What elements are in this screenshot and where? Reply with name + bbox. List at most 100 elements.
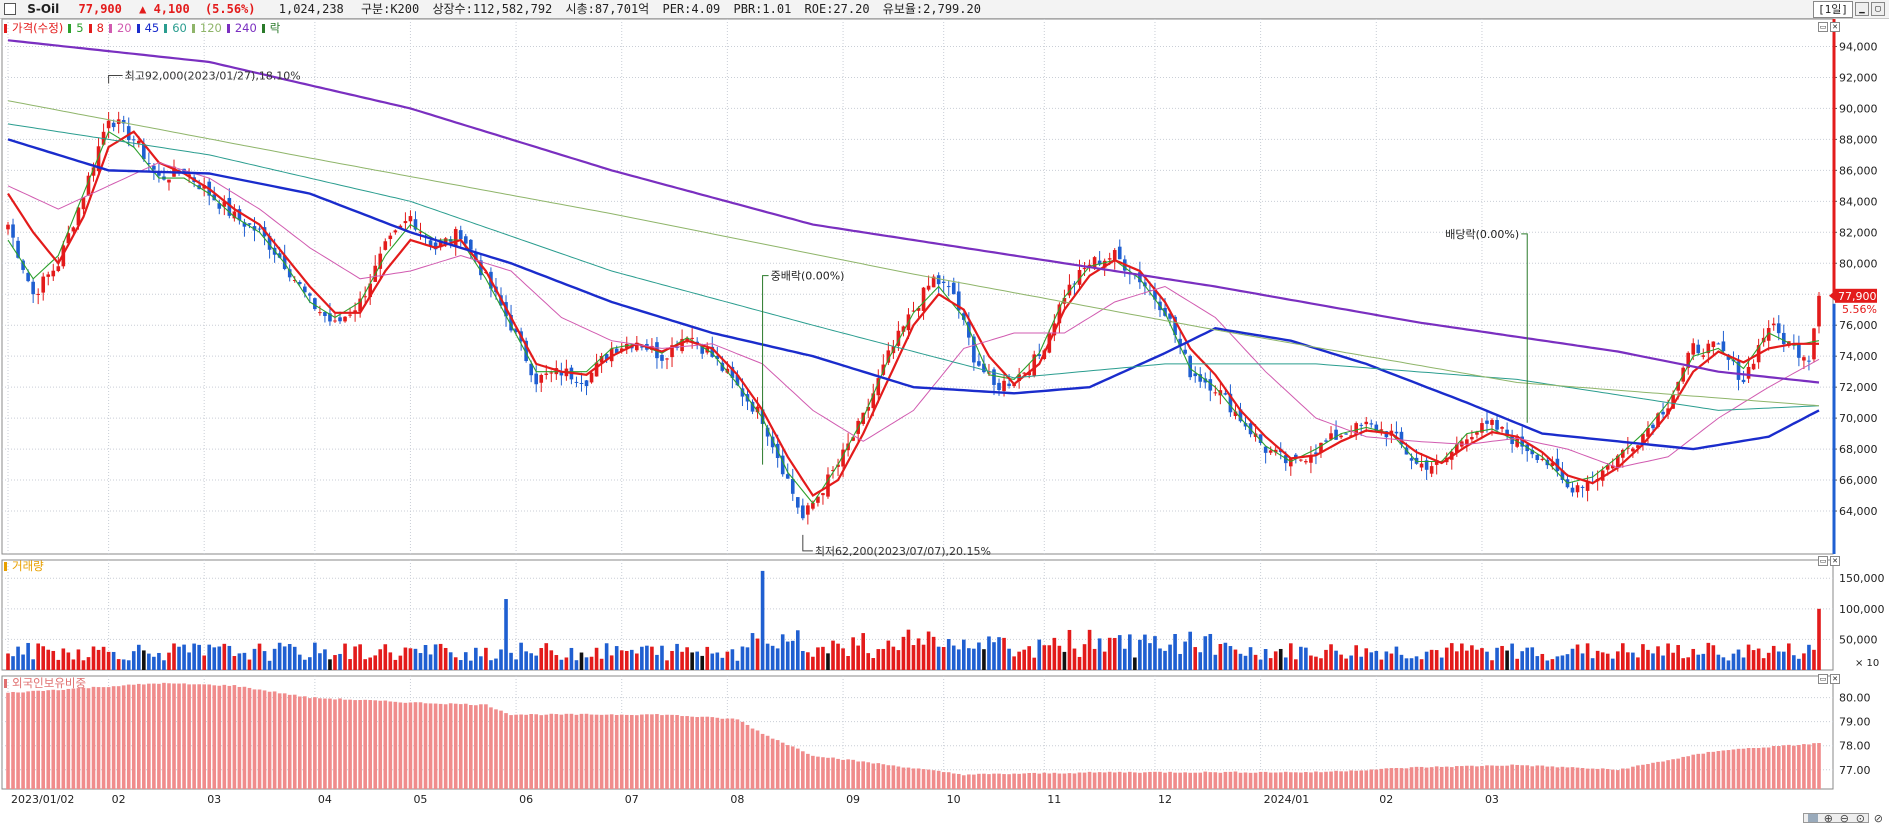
zoom-in-icon[interactable]: ⊕ xyxy=(1823,812,1833,825)
foreign-bar xyxy=(997,773,1001,789)
legend-item[interactable]: 120 xyxy=(199,21,222,35)
candle-body xyxy=(21,260,25,270)
volume-bar xyxy=(1721,657,1726,670)
legend-item[interactable]: 60 xyxy=(172,21,187,35)
panel-close-icon[interactable]: ✕ xyxy=(1830,674,1840,684)
foreign-bar xyxy=(277,693,282,789)
panel-collapse-icon[interactable]: ▭ xyxy=(1818,22,1828,32)
legend-swatch xyxy=(108,24,112,33)
foreign-bar xyxy=(1102,772,1107,789)
candle-body xyxy=(1470,437,1474,440)
foreign-bar xyxy=(1107,771,1112,789)
legend-item[interactable]: 가격(수정) xyxy=(12,21,64,35)
volume-bar xyxy=(1465,650,1469,670)
volume-bar xyxy=(252,648,257,670)
volume-bar xyxy=(881,648,886,670)
period-button[interactable]: [1일] xyxy=(1813,1,1853,18)
foreign-bar xyxy=(715,717,720,789)
panel-close-icon[interactable]: ✕ xyxy=(1830,556,1840,566)
volume-bar xyxy=(46,649,51,670)
volume-legend-label[interactable]: 거래량 xyxy=(12,559,44,573)
legend-item[interactable]: 락 xyxy=(269,21,281,35)
foreign-bar xyxy=(56,690,61,789)
foreign-bar xyxy=(1756,748,1761,789)
foreign-bar xyxy=(660,715,664,789)
volume-bar xyxy=(448,652,453,670)
candle-body xyxy=(1394,431,1399,434)
price-tick-label: 68,000 xyxy=(1839,443,1878,456)
candle-body xyxy=(1369,423,1374,425)
foreign-bar xyxy=(1711,751,1716,789)
volume-bar xyxy=(142,650,146,670)
foreign-bar xyxy=(1792,745,1796,789)
foreign-bar xyxy=(1294,772,1298,789)
volume-bar xyxy=(1324,649,1328,670)
candle-body xyxy=(56,266,61,272)
foreign-bar xyxy=(1218,772,1223,789)
legend-item[interactable]: 5 xyxy=(76,21,84,35)
foreign-bar xyxy=(1394,768,1399,789)
candle-body xyxy=(806,505,810,515)
foreign-bar xyxy=(313,697,317,789)
foreign-bar xyxy=(463,703,468,789)
volume-bar xyxy=(1153,636,1157,670)
candle-body xyxy=(544,373,549,375)
foreign-bar xyxy=(1439,766,1444,789)
legend-item[interactable]: 8 xyxy=(96,21,104,35)
x-tick-label: 10 xyxy=(947,793,961,806)
candle-body xyxy=(6,224,10,230)
foreign-bar xyxy=(790,746,795,789)
foreign-bar xyxy=(1263,771,1268,789)
candle-body xyxy=(1364,421,1369,425)
volume-bar xyxy=(378,649,383,670)
volume-bar xyxy=(619,650,624,670)
volume-bar xyxy=(458,660,463,670)
candle-body xyxy=(1424,460,1429,470)
stock-name[interactable]: S-Oil xyxy=(27,2,60,16)
foreign-bar xyxy=(1198,772,1203,789)
low-annotation: 최저62,200(2023/07/07),20.15% xyxy=(815,545,991,558)
scrollbar-thumb[interactable] xyxy=(1808,814,1818,822)
volume-bar xyxy=(1082,644,1087,670)
zoom-fit-icon[interactable]: ⊘ xyxy=(1873,812,1883,825)
panel-collapse-icon[interactable]: ▭ xyxy=(1818,556,1828,566)
volume-bar xyxy=(1641,644,1645,670)
candle-body xyxy=(640,346,644,348)
legend-item[interactable]: 240 xyxy=(234,21,257,35)
zoom-out-icon[interactable]: ⊖ xyxy=(1839,812,1849,825)
foreign-bar xyxy=(1535,765,1540,789)
time-scrollbar[interactable] xyxy=(1803,813,1869,823)
panel-close-icon[interactable]: ✕ xyxy=(1830,22,1840,32)
candle-body xyxy=(599,356,604,363)
minimize-icon[interactable]: ▁ xyxy=(1855,2,1869,16)
foreign-legend-label[interactable]: 외국인보유비중 xyxy=(12,676,87,690)
legend-item[interactable]: 20 xyxy=(116,21,132,35)
candle-body xyxy=(343,316,347,322)
panel-collapse-icon[interactable]: ▭ xyxy=(1818,674,1828,684)
foreign-bar xyxy=(1208,772,1213,789)
volume-bar xyxy=(212,647,217,670)
candle-body xyxy=(1143,282,1147,287)
maximize-icon[interactable]: ▢ xyxy=(1871,2,1885,16)
volume-bar xyxy=(1253,654,1258,670)
price-tick-label: 86,000 xyxy=(1839,164,1878,177)
candle-body xyxy=(735,375,740,386)
candle-body xyxy=(388,235,393,240)
candle-body xyxy=(1490,419,1494,425)
select-checkbox[interactable] xyxy=(4,3,16,15)
candle-body xyxy=(1736,361,1741,380)
foreign-bar xyxy=(1379,768,1384,789)
foreign-bar xyxy=(1057,773,1062,789)
volume-bar xyxy=(106,651,111,670)
volume-bar xyxy=(479,656,483,670)
volume-bar xyxy=(51,650,56,670)
candle-body xyxy=(71,227,76,232)
foreign-bar xyxy=(157,683,161,789)
legend-item[interactable]: 45 xyxy=(144,21,160,35)
foreign-bar xyxy=(972,774,976,789)
volume-bar xyxy=(851,637,855,670)
volume-bar xyxy=(831,640,835,670)
volume-bar xyxy=(961,639,966,670)
zoom-reset-icon[interactable]: ⊙ xyxy=(1855,812,1865,825)
volume-bar xyxy=(604,643,609,670)
